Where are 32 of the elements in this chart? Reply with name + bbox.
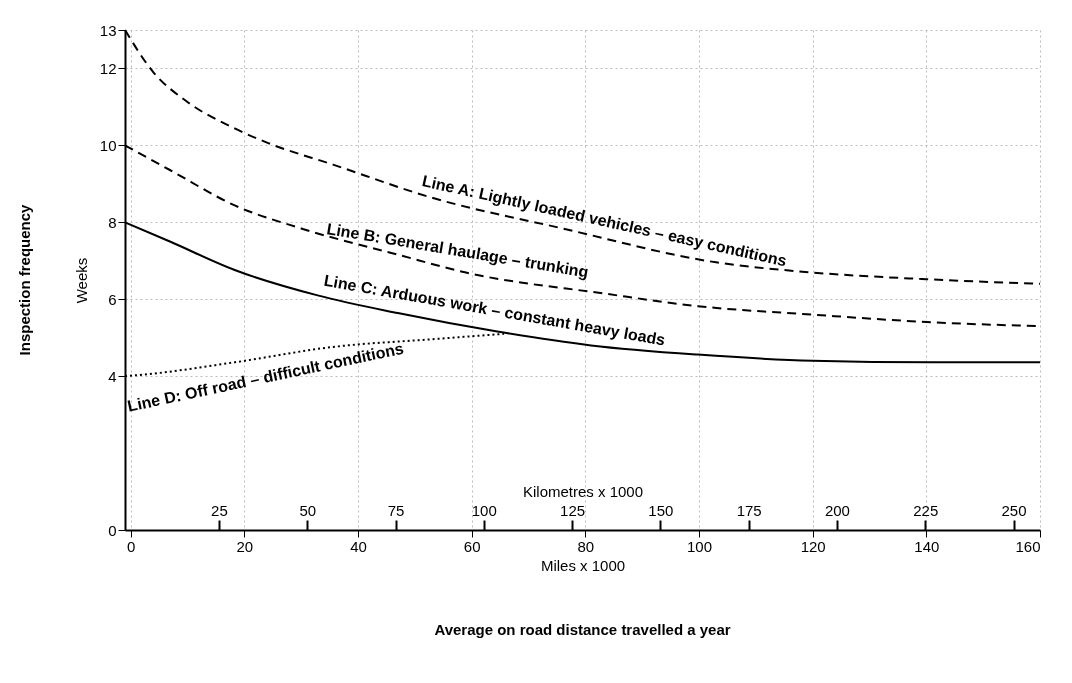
x-tick-label: 100	[686, 537, 713, 555]
x-axis-title: Miles x 1000	[540, 556, 626, 574]
x2-axis-title: Kilometres x 1000	[522, 482, 644, 500]
x2-tick-label: 50	[299, 501, 317, 519]
text: Average on road distance travelled a year	[434, 621, 731, 638]
x-tick-label: 0	[127, 537, 136, 555]
y-tick-label: 13	[99, 21, 117, 39]
y-tick-label: 6	[108, 290, 117, 308]
y-tick-label: 8	[108, 213, 117, 231]
text: Inspection frequency	[16, 203, 33, 356]
y-tick-label: 10	[99, 136, 117, 154]
x2-tick-label: 250	[1001, 501, 1027, 519]
x2-tick-label: 125	[560, 501, 586, 519]
y-tick-label: 4	[108, 367, 117, 385]
x-tick-label: 80	[577, 537, 595, 555]
x2-tick-label: 25	[211, 501, 228, 519]
text: Line D: Off road – difficult conditions	[125, 339, 406, 415]
x-tick-label: 120	[800, 537, 826, 555]
y-tick-label: 0	[108, 521, 117, 539]
x-tick-label: 40	[350, 537, 367, 555]
x-tick-label: 160	[1015, 537, 1041, 555]
y-tick-label: 12	[99, 59, 117, 77]
x-tick-label: 140	[914, 537, 940, 555]
x2-tick-label: 200	[824, 501, 850, 519]
x2-tick-label: 150	[648, 501, 674, 519]
x2-tick-label: 100	[471, 501, 497, 519]
y-axis-title: Weeks	[72, 257, 90, 304]
x-tick-label: 20	[236, 537, 254, 555]
x2-tick-label: 75	[387, 501, 405, 519]
x2-tick-label: 225	[913, 501, 939, 519]
x-tick-label: 60	[463, 537, 481, 555]
x2-tick-label: 175	[736, 501, 762, 519]
